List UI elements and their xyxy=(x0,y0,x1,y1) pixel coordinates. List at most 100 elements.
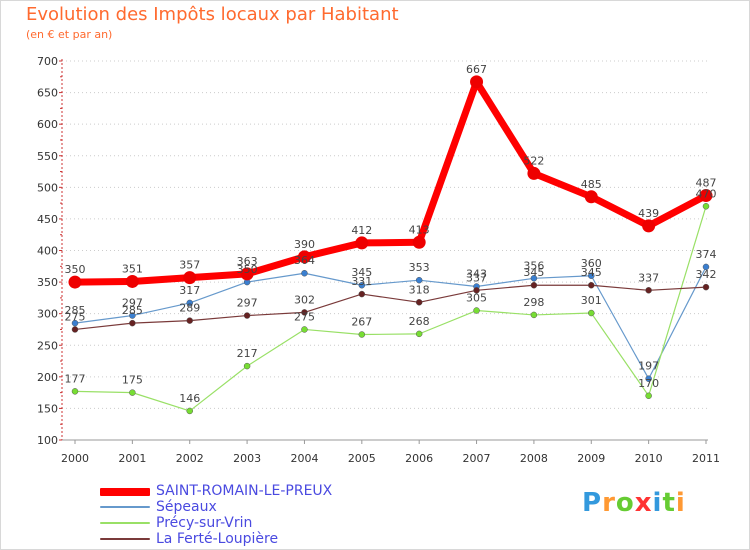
y-tick-label: 150 xyxy=(37,402,58,415)
data-label: 217 xyxy=(237,347,258,360)
data-point xyxy=(415,276,423,284)
data-point xyxy=(129,319,136,327)
data-label: 350 xyxy=(237,263,258,276)
data-label: 285 xyxy=(65,304,86,317)
data-point xyxy=(527,166,541,180)
data-label: 345 xyxy=(351,266,372,279)
data-label: 360 xyxy=(581,257,602,270)
data-label: 667 xyxy=(466,63,487,76)
data-point xyxy=(301,309,308,316)
data-label: 331 xyxy=(351,275,372,288)
data-point xyxy=(473,287,480,294)
data-point xyxy=(415,299,423,306)
data-point xyxy=(588,309,595,317)
data-label: 343 xyxy=(466,268,487,281)
data-label: 175 xyxy=(122,374,143,387)
y-tick-label: 100 xyxy=(37,434,58,447)
data-point xyxy=(584,190,598,204)
data-label: 345 xyxy=(523,266,544,279)
legend-label: SAINT-ROMAIN-LE-PREUX xyxy=(156,483,333,499)
legend-label: Sépeaux xyxy=(156,499,217,515)
data-label: 413 xyxy=(409,223,430,236)
x-tick-label: 2003 xyxy=(233,452,261,465)
data-label: 487 xyxy=(696,177,717,190)
data-point xyxy=(588,272,595,280)
data-point xyxy=(129,389,136,396)
data-point xyxy=(530,281,538,289)
data-label: 374 xyxy=(696,248,717,261)
y-tick-label: 500 xyxy=(37,181,58,194)
data-label: 364 xyxy=(294,254,315,267)
data-label: 470 xyxy=(696,187,717,200)
data-point xyxy=(355,236,369,250)
data-label: 357 xyxy=(179,259,200,272)
chart-subtitle: (en € et par an) xyxy=(26,28,113,41)
y-tick-label: 400 xyxy=(37,245,58,258)
data-point xyxy=(71,326,79,333)
data-point xyxy=(358,331,366,338)
data-label: 297 xyxy=(122,297,143,310)
data-point xyxy=(702,263,710,271)
data-point xyxy=(530,311,538,319)
data-label: 345 xyxy=(581,266,602,279)
data-label: 302 xyxy=(294,293,315,306)
data-point xyxy=(470,75,484,89)
logo-letter: i xyxy=(652,488,663,518)
logo-letter: t xyxy=(662,488,676,518)
y-tick-label: 250 xyxy=(37,339,58,352)
data-label: 353 xyxy=(409,261,430,274)
series-line-3 xyxy=(74,284,707,331)
data-point xyxy=(186,407,193,415)
data-point xyxy=(183,271,197,285)
data-point xyxy=(240,267,254,281)
series-line-1 xyxy=(74,266,707,380)
y-tick-label: 600 xyxy=(37,118,58,131)
x-tick-label: 2007 xyxy=(463,452,491,465)
data-label: 305 xyxy=(466,292,487,305)
data-label: 351 xyxy=(122,262,143,275)
data-label: 146 xyxy=(179,392,200,405)
data-point xyxy=(358,281,366,289)
y-tick-label: 450 xyxy=(37,213,58,226)
logo-letter: P xyxy=(582,488,603,518)
data-label: 268 xyxy=(409,315,430,328)
data-point xyxy=(702,283,710,291)
data-label: 485 xyxy=(581,178,602,191)
data-label: 337 xyxy=(466,271,487,284)
data-label: 275 xyxy=(65,310,86,323)
data-point xyxy=(358,290,366,298)
legend-swatch xyxy=(100,506,150,508)
data-point xyxy=(243,312,251,319)
x-tick-label: 2000 xyxy=(61,452,89,465)
data-label: 356 xyxy=(523,259,544,272)
data-point xyxy=(186,299,193,307)
legend-swatch xyxy=(100,488,150,496)
legend-label: Précy-sur-Vrin xyxy=(156,515,253,531)
data-label: 170 xyxy=(638,377,659,390)
data-label: 317 xyxy=(179,284,200,297)
data-label: 301 xyxy=(581,294,602,307)
data-point xyxy=(588,281,595,289)
data-point xyxy=(68,275,82,289)
data-point xyxy=(699,189,713,203)
data-label: 522 xyxy=(523,154,544,167)
data-label: 318 xyxy=(409,283,430,296)
x-tick-label: 2005 xyxy=(348,452,376,465)
data-point xyxy=(642,219,656,233)
x-tick-label: 2008 xyxy=(520,452,548,465)
data-point xyxy=(125,274,139,288)
legend-swatch xyxy=(100,538,150,540)
y-tick-label: 550 xyxy=(37,150,58,163)
data-label: 267 xyxy=(351,316,372,329)
y-tick-label: 200 xyxy=(37,371,58,384)
series-line-0 xyxy=(71,78,710,286)
y-tick-label: 300 xyxy=(37,308,58,321)
chart-title: Evolution des Impôts locaux par Habitant xyxy=(26,4,399,25)
proxiti-logo: Proxiti xyxy=(582,488,686,518)
data-label: 439 xyxy=(638,207,659,220)
logo-letter: x xyxy=(634,488,653,518)
x-tick-label: 2011 xyxy=(692,452,720,465)
logo-letter: o xyxy=(615,488,635,518)
